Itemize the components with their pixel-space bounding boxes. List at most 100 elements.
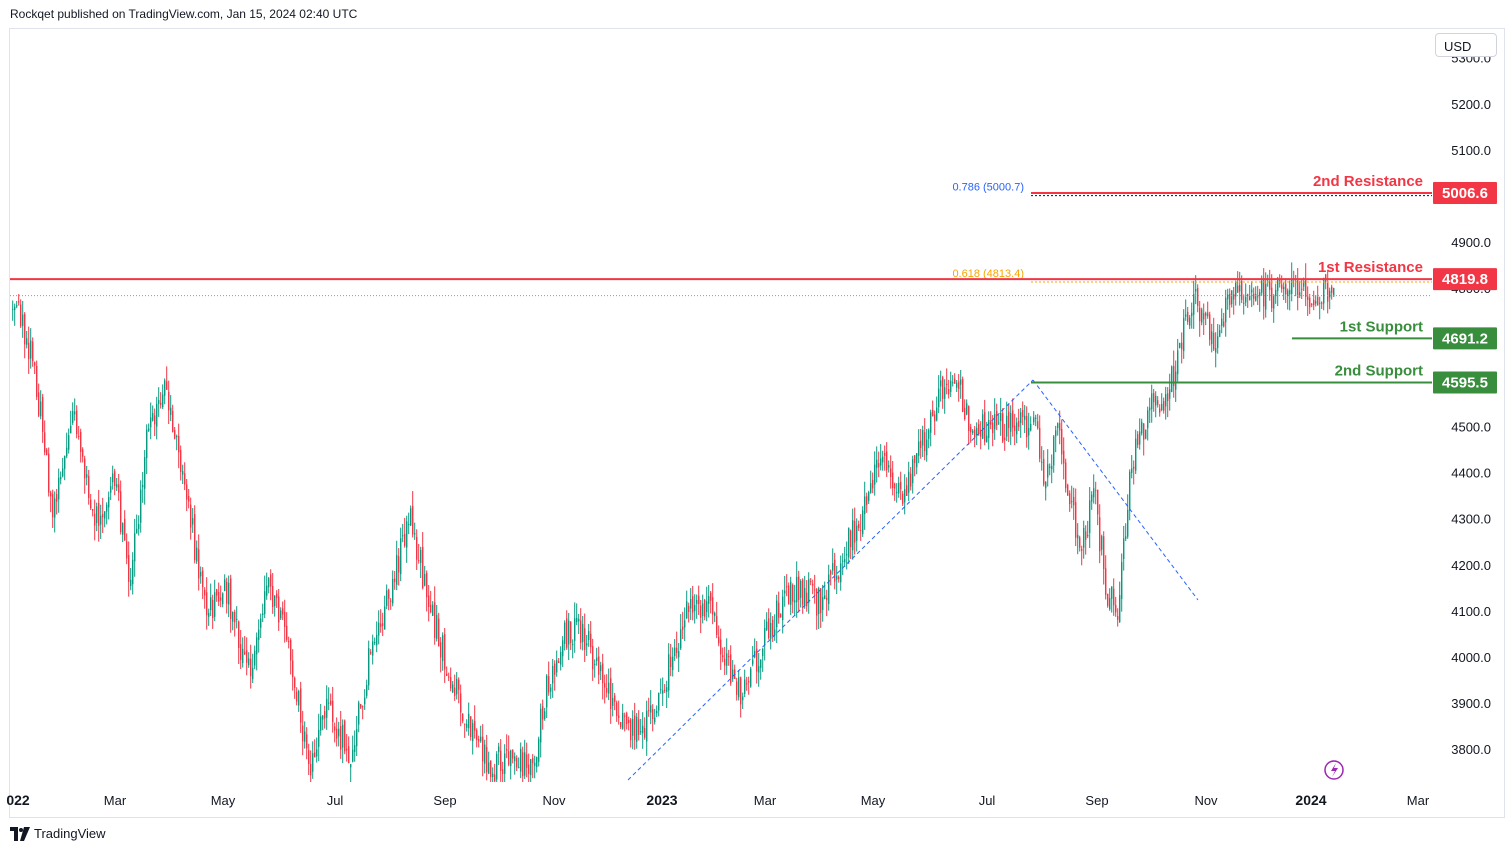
candle — [714, 611, 716, 623]
candle — [126, 533, 128, 565]
candle — [556, 650, 558, 677]
y-tick-label: 4500.0 — [1451, 420, 1491, 435]
candle — [588, 623, 590, 647]
candle — [246, 637, 248, 676]
candle — [414, 522, 416, 540]
candle — [420, 546, 422, 579]
candle — [606, 674, 608, 698]
candle — [148, 423, 150, 432]
x-tick-label: Nov — [1194, 793, 1218, 808]
candle — [328, 687, 330, 711]
candle — [950, 371, 952, 398]
candle — [1073, 487, 1075, 520]
candle — [1257, 285, 1259, 306]
candle — [88, 469, 90, 505]
candle — [814, 574, 816, 604]
candle — [900, 471, 902, 500]
candle — [852, 508, 854, 560]
level-2nd-support[interactable]: 2nd Support — [1031, 362, 1432, 384]
candle — [1109, 588, 1111, 611]
candle — [1213, 317, 1215, 352]
candle — [824, 581, 826, 600]
fib-level[interactable]: 0.786 (5000.7) — [952, 182, 1432, 197]
candle — [142, 472, 144, 503]
candle — [952, 375, 954, 387]
candle — [1039, 415, 1041, 463]
candle — [820, 588, 822, 628]
candle — [1133, 460, 1135, 485]
candle — [558, 657, 560, 664]
candle — [520, 742, 522, 779]
candle — [938, 375, 940, 414]
level-2nd-resistance[interactable]: 2nd Resistance — [1031, 173, 1432, 194]
candle — [988, 411, 990, 450]
candle — [778, 591, 780, 624]
candle — [850, 529, 852, 559]
footer-brand[interactable]: TradingView — [10, 826, 106, 841]
level-1st-support[interactable]: 1st Support — [1292, 318, 1432, 340]
candle — [144, 450, 146, 505]
candle — [176, 434, 178, 451]
candle — [1215, 332, 1217, 368]
x-tick-label: 022 — [6, 792, 30, 808]
candle — [128, 541, 130, 597]
candle — [340, 710, 342, 759]
level-label: 2nd Resistance — [1313, 173, 1423, 190]
candle — [834, 552, 836, 590]
flash-icon[interactable] — [1324, 760, 1344, 780]
candle — [102, 497, 104, 534]
x-tick-label: Sep — [433, 793, 456, 808]
candle — [356, 715, 358, 756]
candle — [238, 620, 240, 664]
candle — [524, 739, 526, 779]
fib-level[interactable]: 0.618 (4813.4) — [952, 268, 1432, 283]
candle — [1191, 302, 1193, 329]
candle — [36, 360, 38, 400]
candle — [372, 634, 374, 665]
candle — [1079, 535, 1081, 552]
candle — [454, 674, 456, 701]
candle — [810, 578, 812, 586]
candle — [200, 566, 202, 584]
candle — [966, 399, 968, 416]
candle — [578, 613, 580, 635]
candle — [892, 461, 894, 496]
candle — [330, 693, 332, 706]
x-tick-label: 2024 — [1295, 792, 1326, 808]
candle — [808, 572, 810, 614]
candle — [392, 570, 394, 607]
chart-frame[interactable] — [9, 28, 1505, 818]
candle — [586, 634, 588, 657]
candle — [638, 710, 640, 741]
candle — [464, 723, 466, 738]
candle — [604, 674, 606, 704]
candle — [502, 761, 504, 782]
candle — [1004, 423, 1006, 451]
candle — [1095, 481, 1097, 505]
candle — [134, 518, 136, 577]
candle — [326, 685, 328, 730]
candle — [1033, 411, 1035, 426]
candle — [924, 418, 926, 461]
candle — [316, 737, 318, 763]
candle — [466, 719, 468, 732]
y-tick-label: 5100.0 — [1451, 143, 1491, 158]
tradingview-logo-icon — [10, 826, 30, 841]
candle — [642, 712, 644, 749]
candle — [1051, 454, 1053, 484]
candle — [668, 643, 670, 698]
currency-selector-button[interactable]: USD — [1435, 33, 1497, 57]
x-tick-label: Sep — [1085, 793, 1108, 808]
candle — [1105, 555, 1107, 600]
candle — [58, 468, 60, 513]
fib-trend-lines[interactable] — [627, 379, 1199, 781]
candle — [1151, 384, 1153, 423]
candle — [928, 428, 930, 449]
candle — [972, 429, 974, 435]
candle — [1301, 278, 1303, 300]
level-1st-resistance[interactable]: 1st Resistance — [10, 259, 1432, 281]
candle — [1183, 309, 1185, 359]
candle — [1319, 296, 1321, 320]
candle — [82, 447, 84, 463]
